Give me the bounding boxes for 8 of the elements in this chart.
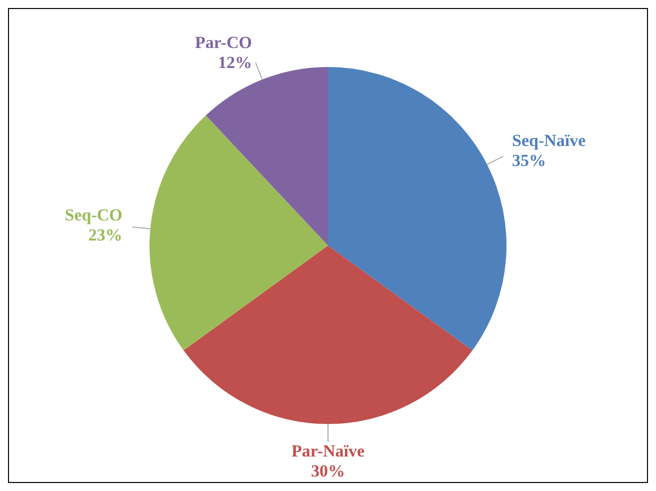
data-label: 12% <box>218 52 252 72</box>
slice-label: Par-Naïve <box>291 441 365 460</box>
data-label: 35% <box>512 151 546 170</box>
data-label: 23% <box>88 225 122 244</box>
slice-label: Seq-Naïve <box>512 131 586 150</box>
slice-label: Par-CO <box>195 32 252 52</box>
slice-label: Seq-CO <box>64 205 122 224</box>
data-label: 30% <box>311 461 345 480</box>
